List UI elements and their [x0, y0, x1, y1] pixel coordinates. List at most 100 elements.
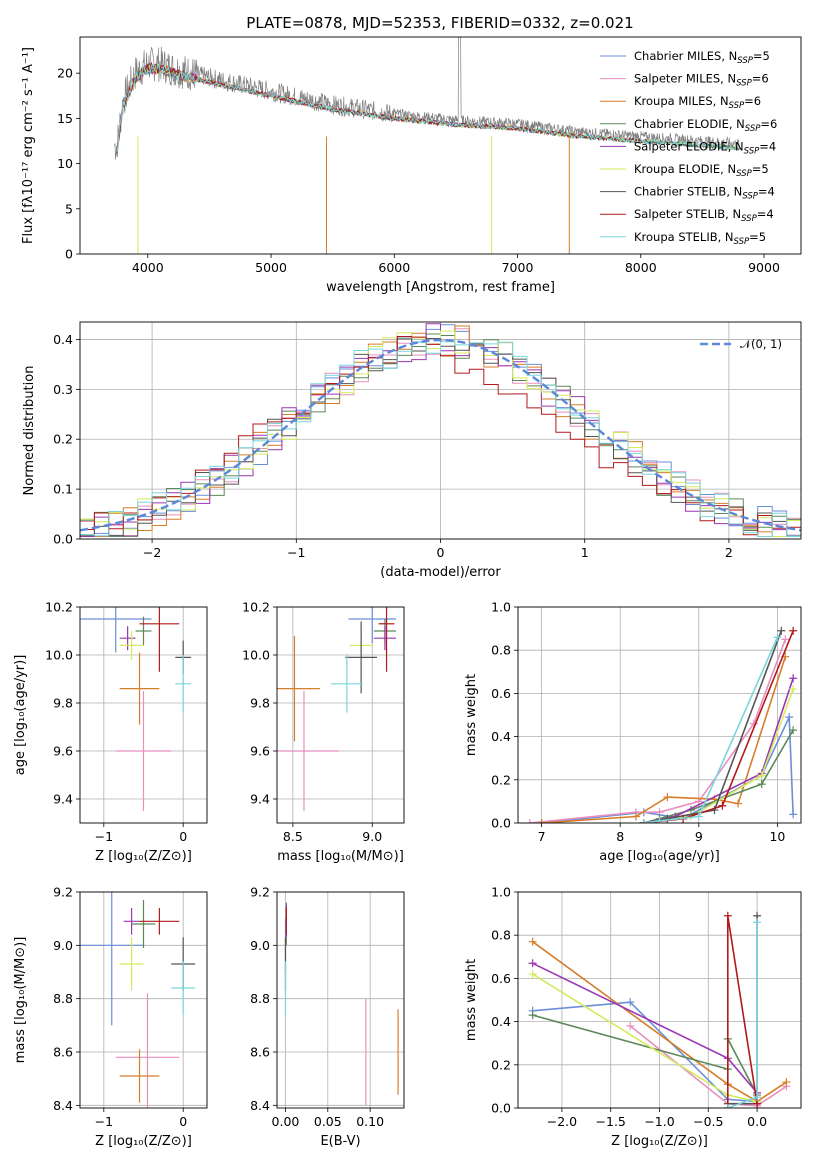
mass_weight_vs_age-marker-1: [525, 819, 534, 823]
mass_weight_vs_Z-series-7: [727, 915, 758, 1108]
mass_weight_vs_Z-marker-7: [723, 911, 732, 920]
mass_weight_vs_age-xtick-label: 8: [616, 829, 624, 844]
mass_vs_ebv-ytick-label: 9.2: [250, 885, 270, 900]
legend-label-text: Salpeter ELODIE, N: [634, 139, 744, 153]
legend-label-suffix: =4: [758, 185, 775, 199]
mass_weight_vs_Z-marker-8: [723, 1104, 732, 1108]
mass_weight_vs_Z-plot-area: [528, 911, 791, 1108]
legend-label-sub: SSP: [737, 56, 753, 66]
mass_weight_vs_age-marker-7: [789, 626, 798, 635]
age_vs_mass-ytick-label: 9.6: [250, 744, 270, 759]
spectrum-ytick-label: 10: [57, 156, 73, 171]
legend-label-text: Kroupa ELODIE, N: [634, 162, 736, 176]
age_vs_Z-plot-area: [80, 607, 192, 811]
mass_vs_ebv-plot-area: [284, 902, 399, 1106]
spectrum-xlabel: wavelength [Angstrom, rest frame]: [326, 280, 555, 295]
mass_weight_vs_Z-xtick-label: −2.0: [547, 1114, 577, 1129]
mass_weight_vs_Z-frame: [517, 891, 802, 1109]
spectrum-plot-area: [114, 37, 740, 254]
legend-label-text: Salpeter STELIB, N: [634, 207, 741, 221]
residuals-ylabel: Normed distribution: [22, 366, 37, 496]
legend-label-5: Kroupa ELODIE, NSSP=5: [634, 162, 769, 179]
mass_weight_vs_Z-series-3: [532, 1014, 758, 1096]
legend-label-7: Salpeter STELIB, NSSP=4: [634, 207, 774, 224]
residuals-plot-area: [80, 323, 801, 537]
mass_weight_vs_age-ytick-label: 0.6: [491, 686, 511, 701]
mass_vs_Z-frame: [79, 891, 208, 1109]
age_vs_mass-frame: [276, 606, 405, 824]
mass_vs_ebv-xlabel: E(B-V): [320, 1134, 360, 1149]
spectrum-xtick-label: 8000: [625, 260, 657, 275]
legend-label-suffix: =5: [752, 162, 769, 176]
mass_vs_ebv-ytick-label: 9.0: [250, 938, 270, 953]
legend-normal-label: 𝒩(0, 1): [740, 337, 782, 351]
mass_weight_vs_age-plot-area: [525, 626, 798, 823]
spectrum-model-line-7: [116, 61, 648, 153]
mass_weight_vs_Z-ytick-label: 0.2: [491, 1057, 511, 1072]
mass_weight_vs_age-ytick-label: 0.2: [491, 772, 511, 787]
mass_weight_vs_age-ytick-label: 0.4: [491, 729, 511, 744]
mass_vs_Z-ytick-label: 9.0: [53, 938, 73, 953]
mass_weight_vs_Z-xtick-label: −1.0: [644, 1114, 674, 1129]
mass_weight_vs_age-marker-5: [789, 685, 798, 694]
residuals-xtick-label: 0: [437, 545, 445, 560]
mass_weight_vs_Z-ytick-label: 0.8: [491, 928, 511, 943]
age_vs_mass-xtick-label: 8.5: [283, 829, 303, 844]
legend-label-suffix: =4: [757, 207, 774, 221]
mass_weight_vs_age-ytick-label: 0.0: [491, 816, 511, 831]
mass_weight_vs_Z-marker-5: [528, 970, 537, 979]
mass_weight_vs_Z-marker-8: [753, 1093, 762, 1102]
residuals-ytick-label: 0.4: [53, 332, 73, 347]
mass_weight_vs_Z-xlabel: Z [log₁₀(Z/Z⊙)]: [611, 1134, 708, 1149]
legend-label-sub: SSP: [736, 79, 752, 89]
spectrum-frame: [79, 36, 802, 255]
residuals-ytick-label: 0.2: [53, 432, 73, 447]
mass_weight_vs_age-marker-3: [789, 726, 798, 735]
mass_weight_vs_age-marker-8: [639, 819, 648, 823]
age_vs_Z-ytick-label: 10.2: [45, 600, 73, 615]
mass_weight_vs_age-xtick-label: 7: [538, 829, 546, 844]
residuals-ytick-label: 0.1: [53, 482, 73, 497]
mass_weight_vs_age-xtick-label: 10: [769, 829, 785, 844]
mass_vs_ebv-frame: [276, 891, 405, 1109]
mass_vs_ebv-ytick-label: 8.6: [250, 1045, 270, 1060]
legend-label-sub: SSP: [734, 237, 750, 247]
mass_weight_vs_age-series-1: [529, 639, 787, 823]
mass_weight_vs_age-marker-6: [663, 814, 672, 823]
residuals-ytick-label: 0.0: [53, 532, 73, 547]
spectrum-ytick-label: 15: [57, 111, 73, 126]
mass_vs_Z-xtick-label: 0: [179, 1114, 187, 1129]
mass_weight_vs_age-series-2: [541, 656, 787, 823]
mass_weight_vs_Z-ytick-label: 1.0: [491, 885, 511, 900]
mass_weight_vs_age-ytick-label: 1.0: [491, 600, 511, 615]
legend-label-suffix: =6: [744, 94, 761, 108]
mass_weight_vs_Z-series-2: [532, 941, 787, 1103]
mass_weight_vs_age-series-8: [643, 636, 779, 823]
mass_weight_vs_age-xtick-label: 9: [695, 829, 703, 844]
mass_weight_vs_age-frame: [517, 606, 802, 824]
mass_vs_Z-ytick-label: 8.6: [53, 1045, 73, 1060]
mass_weight_vs_age-marker-2: [631, 812, 640, 821]
mass_weight_vs_age-marker-2: [663, 793, 672, 802]
mass_vs_Z-xlabel: Z [log₁₀(Z/Z⊙)]: [95, 1134, 192, 1149]
legend-label-text: Chabrier STELIB, N: [634, 185, 742, 199]
mass_vs_ebv-xtick-label: 0.05: [314, 1114, 342, 1129]
mass_weight_vs_Z-ytick-label: 0.4: [491, 1014, 511, 1029]
legend-label-sub: SSP: [741, 214, 757, 224]
spectrum-ytick-label: 20: [57, 66, 73, 81]
age_vs_mass-plot-area: [277, 607, 397, 811]
legend-label-text: Chabrier ELODIE, N: [634, 117, 745, 131]
age_vs_mass-ytick-label: 9.4: [250, 792, 270, 807]
spectrum-ytick-label: 0: [65, 247, 73, 262]
mass_weight_vs_age-marker-6: [777, 626, 786, 635]
mass_vs_ebv-xtick-label: 0.00: [272, 1114, 300, 1129]
mass_weight_vs_Z-marker-3: [528, 1011, 537, 1020]
age_vs_Z-xtick-label: 0: [179, 829, 187, 844]
spectrum-model-line-8: [116, 62, 740, 152]
mass_vs_Z-ytick-label: 8.4: [53, 1098, 73, 1113]
spectrum-ylabel: Flux [fλ10⁻¹⁷ erg cm⁻² s⁻¹ A⁻¹]: [21, 47, 36, 244]
normal-curve: [80, 338, 801, 532]
mass_vs_ebv-ytick-label: 8.4: [250, 1098, 270, 1113]
mass_weight_vs_Z-marker-2: [782, 1078, 791, 1087]
mass_weight_vs_age-series-6: [643, 630, 783, 823]
